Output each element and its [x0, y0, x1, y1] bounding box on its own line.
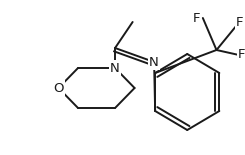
Text: F: F [238, 49, 245, 62]
Text: F: F [236, 16, 244, 29]
Text: O: O [53, 82, 64, 95]
Text: F: F [192, 11, 200, 24]
Text: N: N [149, 55, 159, 69]
Text: N: N [110, 62, 120, 75]
